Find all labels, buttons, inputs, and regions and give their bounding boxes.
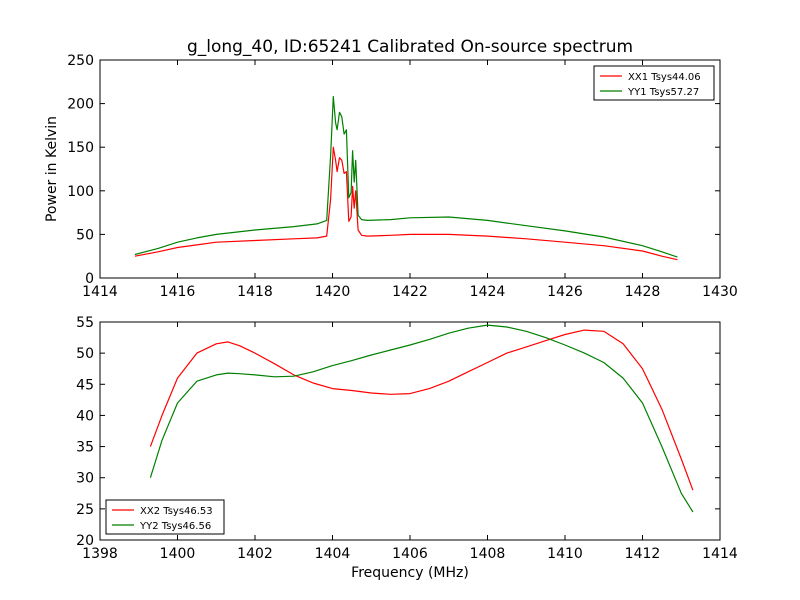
y-tick-label: 40 [76,408,94,424]
x-tick-label: 1402 [237,546,273,562]
x-tick-label: 1408 [470,546,506,562]
x-tick-label: 1410 [547,546,583,562]
x-tick-label: 1416 [160,284,196,300]
series-line-2 [134,95,678,258]
y-tick-label: 25 [76,502,94,518]
x-tick-label: 1422 [392,284,428,300]
legend-label: XX2 Tsys46.53 [140,506,213,517]
series-line-2 [149,324,694,513]
legend-label: YY2 Tsys46.56 [139,521,211,532]
y-tick-label: 30 [76,471,94,487]
x-tick-label: 1428 [625,284,661,300]
legend-box [105,499,225,535]
legend-box [593,65,715,101]
y-tick-label: 50 [76,227,94,243]
y-tick-label: 55 [76,315,94,331]
x-tick-label: 1412 [625,546,661,562]
series-line-1 [134,146,678,261]
x-tick-label: 1420 [315,284,351,300]
chart-title: g_long_40, ID:65241 Calibrated On-source… [187,37,633,57]
y-tick-label: 50 [76,346,94,362]
y-tick-label: 200 [67,97,94,113]
top-panel: 1414 1416 1418 1420 1422 1424 1426 1428 1430 0 50 1… [44,53,738,300]
x-tick-label: 1426 [547,284,583,300]
series-line-1 [149,329,694,491]
y-axis-label: Power in Kelvin [44,116,60,222]
x-tick-label: 1430 [702,284,738,300]
y-tick-label: 0 [85,271,94,287]
y-tick-label: 250 [67,53,94,69]
x-tick-label: 1414 [82,284,118,300]
y-tick-label: 20 [76,533,94,549]
y-tick-label: 45 [76,377,94,393]
x-tick-label: 1414 [702,546,738,562]
y-tick-label: 35 [76,440,94,456]
x-axis-label: Frequency (MHz) [351,565,469,581]
x-tick-label: 1404 [315,546,351,562]
x-tick-label: 1424 [470,284,506,300]
x-tick-label: 1418 [237,284,273,300]
x-tick-label: 1398 [82,546,118,562]
y-tick-label: 100 [67,184,94,200]
y-tick-label: 150 [67,140,94,156]
bottom-panel: 1398 1400 1402 1404 1406 1408 1410 1412 1414 20 25… [76,315,738,581]
x-tick-label: 1406 [392,546,428,562]
legend-label: XX1 Tsys44.06 [628,72,701,83]
x-tick-label: 1400 [160,546,196,562]
legend-label: YY1 Tsys57.27 [627,87,699,98]
